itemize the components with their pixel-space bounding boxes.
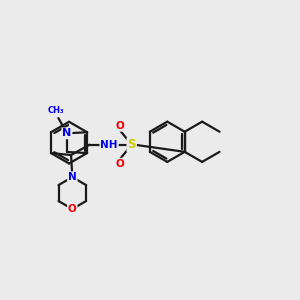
Text: CH₃: CH₃ (48, 106, 65, 115)
Text: NH: NH (100, 140, 118, 150)
Text: N: N (62, 128, 72, 138)
Text: S: S (128, 138, 136, 151)
Text: N: N (68, 172, 77, 182)
Text: O: O (115, 159, 124, 169)
Text: O: O (68, 204, 77, 214)
Text: O: O (115, 121, 124, 131)
